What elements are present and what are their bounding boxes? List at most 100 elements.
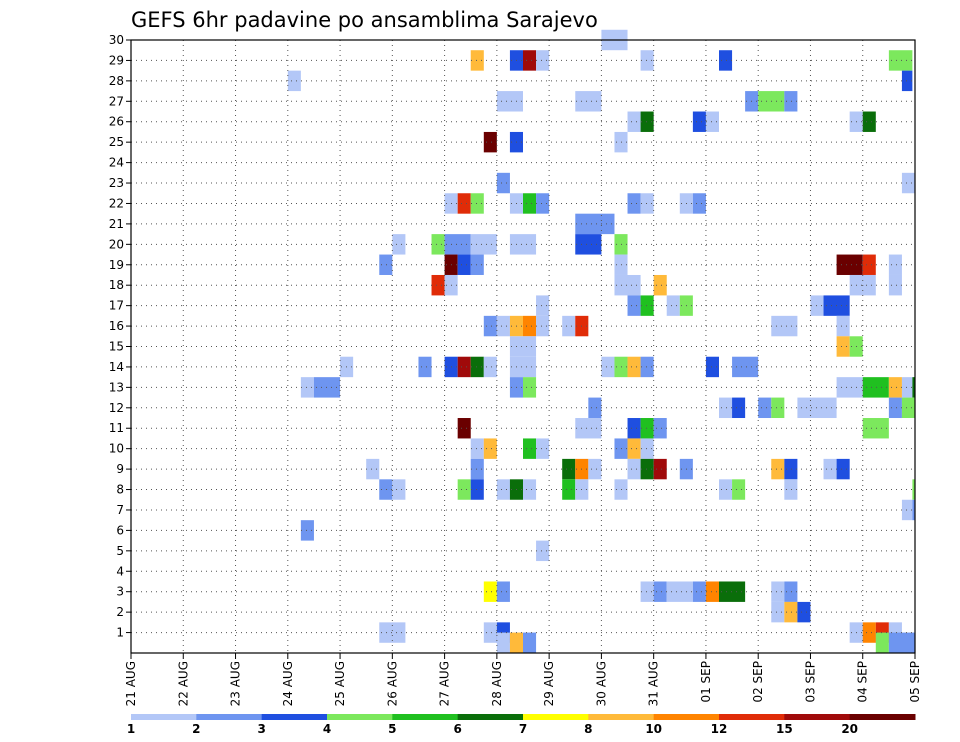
heatmap-cell — [523, 632, 537, 653]
x-tick-label: 24 AUG — [281, 661, 295, 706]
heatmap-cell — [732, 397, 746, 419]
heatmap-cell — [823, 458, 837, 480]
y-tick-label: 13 — [109, 380, 124, 394]
x-tick-label: 26 AUG — [385, 661, 399, 706]
heatmap-cell — [457, 254, 471, 275]
heatmap-cell — [536, 295, 550, 316]
heatmap-cell — [575, 91, 602, 112]
heatmap-cell — [771, 397, 785, 419]
heatmap-cell — [431, 274, 445, 296]
heatmap-cell — [901, 499, 913, 521]
legend-swatch — [849, 714, 916, 720]
heatmap-cell — [523, 315, 537, 337]
legend-label: 7 — [519, 722, 527, 736]
heatmap-cell — [575, 418, 602, 439]
y-tick-label: 30 — [109, 33, 124, 47]
heatmap-cell — [771, 601, 785, 623]
color-legend: 1 2 3 4 5 6 7 8 10 12 15 20 — [127, 714, 916, 736]
legend-label: 20 — [841, 722, 858, 736]
heatmap-cell — [888, 377, 902, 398]
heatmap-cell — [784, 479, 798, 500]
heatmap-cell — [483, 622, 497, 643]
legend-label: 4 — [323, 722, 331, 736]
heatmap-cell — [758, 397, 772, 419]
heatmap-cell — [901, 70, 913, 92]
heatmap-cell — [470, 193, 484, 214]
heatmap-cell — [523, 193, 537, 214]
y-tick-label: 29 — [109, 53, 124, 67]
heatmap-cells — [287, 29, 915, 653]
heatmap-cell — [575, 234, 602, 255]
heatmap-cell — [901, 172, 915, 194]
heatmap-cell — [912, 479, 915, 500]
heatmap-cell — [862, 418, 889, 439]
legend-label: 15 — [776, 722, 793, 736]
legend-label: 1 — [127, 722, 135, 736]
x-tick-label: 28 AUG — [490, 661, 504, 706]
heatmap-cell — [784, 91, 798, 112]
y-tick-label: 28 — [109, 74, 124, 88]
legend-swatch — [196, 714, 263, 720]
heatmap-cell — [692, 581, 706, 602]
heatmap-cell — [627, 438, 641, 459]
y-tick-label: 26 — [109, 115, 124, 129]
legend-label: 10 — [645, 722, 662, 736]
heatmap-cell — [457, 479, 471, 500]
y-tick-label: 20 — [109, 237, 124, 251]
y-tick-label: 2 — [116, 605, 124, 619]
y-tick-label: 23 — [109, 176, 124, 190]
heatmap-cell — [536, 438, 550, 459]
heatmap-cell — [732, 356, 759, 378]
heatmap-cell — [836, 315, 850, 337]
heatmap-cell — [392, 479, 406, 500]
y-tick-label: 10 — [109, 442, 124, 456]
heatmap-cell — [640, 193, 654, 214]
y-tick-label: 11 — [109, 421, 124, 435]
heatmap-cell — [692, 193, 706, 214]
heatmap-cell — [536, 50, 550, 71]
heatmap-cell — [496, 632, 510, 653]
legend-label: 3 — [257, 722, 265, 736]
x-tick-label: 01 SEP — [699, 661, 713, 703]
heatmap-cell — [588, 458, 602, 480]
heatmap-cell — [640, 581, 654, 602]
heatmap-cell — [640, 295, 654, 316]
y-tick-label: 7 — [116, 503, 124, 517]
heatmap-cell — [653, 418, 667, 439]
x-tick-label: 27 AUG — [438, 661, 452, 706]
heatmap-cell — [719, 479, 733, 500]
heatmap-cell — [912, 499, 915, 521]
x-tick-label: 31 AUG — [647, 661, 661, 706]
heatmap-cell — [418, 356, 432, 378]
heatmap-cell — [653, 458, 667, 480]
legend-swatch — [327, 714, 393, 720]
legend-swatch — [784, 714, 851, 720]
y-tick-label: 9 — [116, 462, 124, 476]
x-axis-ticks: 21 AUG 22 AUG 23 AUG 24 AUG 25 AUG 26 AUG 27 A… — [124, 653, 922, 706]
heatmap-cell — [457, 356, 471, 378]
heatmap-cell — [300, 520, 314, 541]
heatmap-cell — [496, 172, 510, 194]
x-tick-label: 04 SEP — [856, 661, 870, 703]
heatmap-cell — [509, 356, 537, 378]
x-tick-label: 30 AUG — [594, 661, 608, 706]
heatmap-cell — [719, 581, 746, 602]
heatmap-cell — [640, 111, 654, 132]
heatmap-cell — [862, 622, 876, 643]
legend-swatch — [392, 714, 459, 720]
heatmap-cell — [888, 254, 902, 275]
y-tick-label: 17 — [109, 299, 124, 313]
heatmap-cell — [836, 336, 850, 357]
heatmap-cell — [692, 111, 706, 132]
heatmap-cell — [379, 254, 393, 275]
heatmap-cell — [640, 458, 654, 480]
legend-swatch — [653, 714, 720, 720]
legend-swatch — [719, 714, 785, 720]
heatmap-cell — [627, 193, 641, 214]
heatmap-cell — [562, 479, 576, 500]
heatmap-cell — [640, 438, 654, 459]
heatmap-cell — [509, 632, 523, 653]
legend-swatch — [131, 714, 197, 720]
heatmap-cell — [705, 581, 719, 602]
heatmap-cell — [444, 234, 471, 255]
